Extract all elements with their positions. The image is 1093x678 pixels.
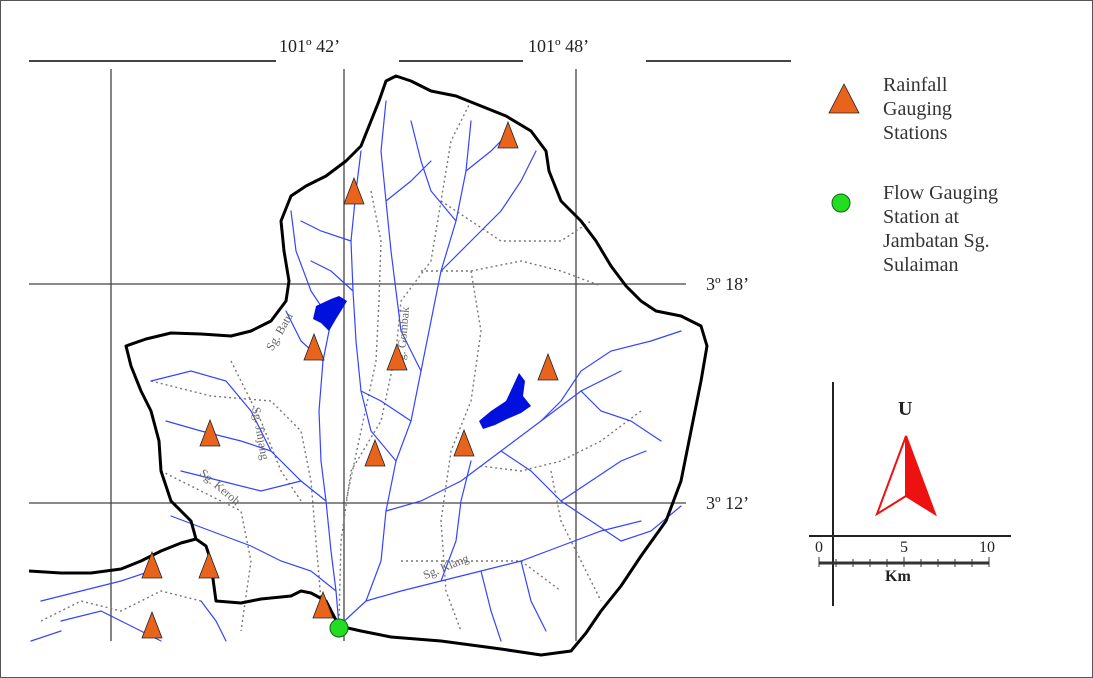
legend-flow-label: Flow Gauging Station at Jambatan Sg. Sul… [883, 182, 998, 276]
longitude-label-101-42: 101º 42’ [279, 36, 341, 56]
river-network [30, 100, 682, 642]
north-arrow-icon [875, 435, 937, 517]
scale-tick-10: 10 [979, 539, 995, 556]
catchment-boundary [28, 74, 709, 657]
longitude-label-101-48: 101º 48’ [528, 36, 590, 56]
scale-bar [818, 557, 990, 567]
reservoir-batu [313, 296, 347, 331]
north-label: U [898, 398, 913, 420]
scale-unit-label: Km [885, 568, 911, 585]
latitude-label-3-12: 3º 12’ [706, 493, 750, 513]
latitude-label-3-18: 3º 18’ [706, 274, 750, 294]
reservoir-klang-gates [479, 373, 531, 429]
scale-tick-5: 5 [900, 539, 908, 556]
legend-rainfall-icon [828, 83, 860, 114]
legend-rainfall-label: Rainfall Gauging Stations [883, 74, 952, 144]
legend-flow-icon [831, 193, 851, 213]
compass-and-scale [809, 382, 1011, 606]
scale-tick-0: 0 [815, 539, 823, 556]
